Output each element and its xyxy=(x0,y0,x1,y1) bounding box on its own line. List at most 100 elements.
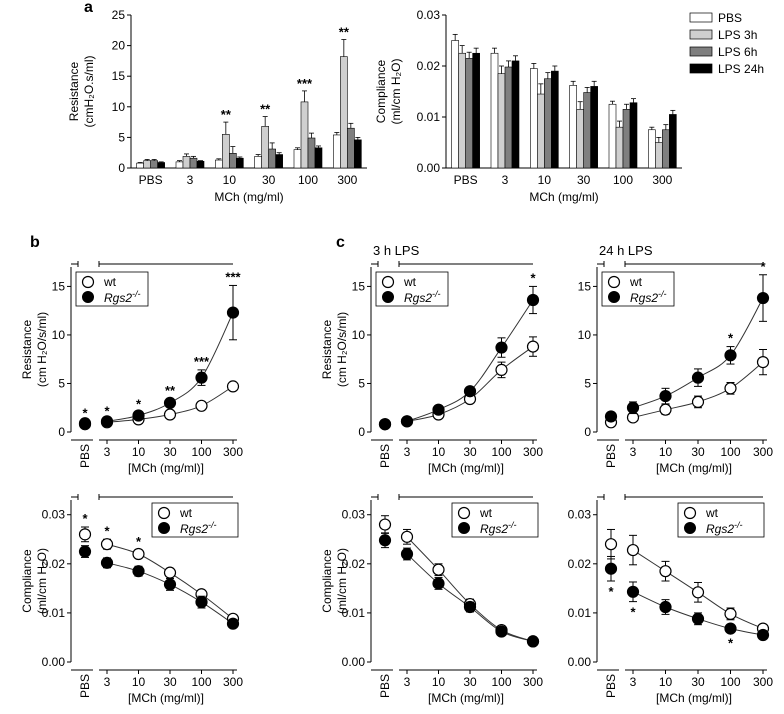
data-point xyxy=(163,578,177,591)
chart-b-resistance: 0 5 10 15 3 10 30 100 300 PBS [MCh (mg/ml)] Resista… xyxy=(20,261,243,475)
y-axis-label: Compliance(ml/cm H₂O) xyxy=(20,548,49,614)
y-tick-label: 20 xyxy=(112,39,126,53)
bar xyxy=(136,162,144,169)
y-tick-label: 15 xyxy=(52,279,66,293)
legend-label: LPS 3h xyxy=(718,28,757,42)
x-tick-label: 3 xyxy=(630,445,637,459)
data-point xyxy=(100,415,114,428)
y-tick-label: 0.01 xyxy=(417,110,441,124)
y-tick-label: 5 xyxy=(118,130,125,144)
x-tick-label: 100 xyxy=(491,445,511,459)
legend-swatch xyxy=(689,46,713,57)
data-point xyxy=(132,409,145,422)
y-axis-label-line2: (ml/cm H₂O) xyxy=(35,548,49,614)
y-axis-label-line2: (cmH₂O.s/ml) xyxy=(82,56,96,128)
significance-marker: * xyxy=(82,405,88,420)
bar xyxy=(189,157,198,169)
data-point xyxy=(100,538,114,551)
bar xyxy=(157,162,165,169)
panel-label-c: c xyxy=(336,234,345,251)
x-tick-label: 300 xyxy=(753,445,773,459)
chart-c24-resistance: 0 5 10 15 3 10 30 100 300 PBS [MCh (mg/ml)] 24 h LP… xyxy=(578,243,774,475)
y-tick-label: 0.02 xyxy=(417,59,441,73)
y-tick-label: 0 xyxy=(358,425,365,439)
x-axis-label: [MCh (mg/ml)] xyxy=(128,461,204,475)
data-point xyxy=(724,607,737,620)
chart-c3-resistance: 0 5 10 15 3 10 30 100 300 PBS [MCh (mg/ml)] Resista… xyxy=(320,243,543,475)
y-tick-label: 0.03 xyxy=(42,508,66,522)
chart-b-compliance: 0.00 0.01 0.02 0.03 3 10 30 100 300 PBS [MCh (mg/m… xyxy=(20,494,243,705)
y-tick-label: 0.01 xyxy=(342,606,366,620)
legend-label-rgs2-sup: -/- xyxy=(132,289,141,299)
bar xyxy=(511,60,520,169)
legend-label-rgs2: Rgs2-/- xyxy=(180,520,217,536)
bar xyxy=(268,148,276,169)
data-point xyxy=(526,340,540,353)
data-point xyxy=(432,563,445,576)
y-tick-label: 25 xyxy=(112,8,126,22)
legend-label-wt: wt xyxy=(705,506,719,520)
legend-swatch xyxy=(689,63,713,74)
x-tick-label: 3 xyxy=(502,173,509,187)
bar xyxy=(458,52,466,169)
significance-marker: * xyxy=(728,636,734,651)
data-point xyxy=(724,349,737,362)
data-point xyxy=(691,612,705,625)
data-point xyxy=(495,363,508,376)
data-point xyxy=(432,403,445,416)
x-tick-label: 3 xyxy=(104,445,111,459)
y-tick-label: 0.02 xyxy=(42,557,66,571)
legend-marker-wt xyxy=(81,275,95,289)
legend-swatch xyxy=(689,29,713,40)
legend-label-wt: wt xyxy=(629,275,643,289)
x-tick-label: 3 xyxy=(404,445,411,459)
fit-curve xyxy=(632,297,764,409)
legend-label: LPS 24h xyxy=(718,62,764,76)
bar xyxy=(669,114,677,169)
x-tick-label: 10 xyxy=(432,445,446,459)
bar xyxy=(544,78,552,169)
data-point xyxy=(226,306,240,319)
significance-marker: ** xyxy=(221,107,232,122)
x-tick-label: 300 xyxy=(753,675,773,689)
significance-marker: * xyxy=(630,605,636,620)
pbs-label: PBS xyxy=(378,674,392,698)
bar xyxy=(576,109,584,169)
bar xyxy=(229,153,237,169)
legend-label-rgs2-sup: -/- xyxy=(432,289,441,299)
x-axis-label: [MCh (mg/ml)] xyxy=(428,461,504,475)
legend-label-wt: wt xyxy=(179,506,193,520)
x-tick-label: 10 xyxy=(132,445,146,459)
legend-marker-wt xyxy=(157,506,171,520)
legend-label-rgs2-name: Rgs2 xyxy=(180,522,208,536)
y-axis-label-line2: (cm H₂O/s/ml) xyxy=(335,312,349,387)
pbs-label: PBS xyxy=(78,674,92,698)
bar xyxy=(497,73,506,169)
significance-marker: * xyxy=(760,259,766,274)
bar xyxy=(314,147,323,169)
data-point xyxy=(400,530,414,543)
chart-c24-compliance: 0.00 0.01 0.02 0.03 3 10 30 100 300 PBS [MCh (mg/m… xyxy=(568,494,773,705)
chart-a-compliance: 0.00 0.01 0.02 0.03 PBS 3 10 30 100 300 MCh (mg/ml… xyxy=(374,8,764,204)
x-tick-label: 100 xyxy=(191,445,211,459)
data-point xyxy=(400,547,414,561)
y-tick-label: 0.01 xyxy=(568,606,592,620)
legend-marker-wt xyxy=(381,275,395,289)
x-axis-label: [MCh (mg/ml)] xyxy=(656,691,732,705)
legend-label-wt: wt xyxy=(403,275,417,289)
x-tick-label: 3 xyxy=(187,173,194,187)
y-axis-label: Compliance(ml/cm H₂O) xyxy=(320,548,349,614)
legend-label-rgs2-sup: -/- xyxy=(658,289,667,299)
legend-label: PBS xyxy=(718,11,742,25)
data-point xyxy=(195,371,208,384)
data-point xyxy=(132,565,145,578)
bar xyxy=(655,142,663,169)
pbs-label: PBS xyxy=(604,444,618,468)
x-tick-label: 30 xyxy=(691,445,705,459)
significance-marker: * xyxy=(104,403,110,418)
bar xyxy=(143,160,151,169)
y-tick-label: 0.01 xyxy=(42,606,66,620)
data-point xyxy=(724,382,737,395)
x-tick-label: 100 xyxy=(613,173,633,187)
